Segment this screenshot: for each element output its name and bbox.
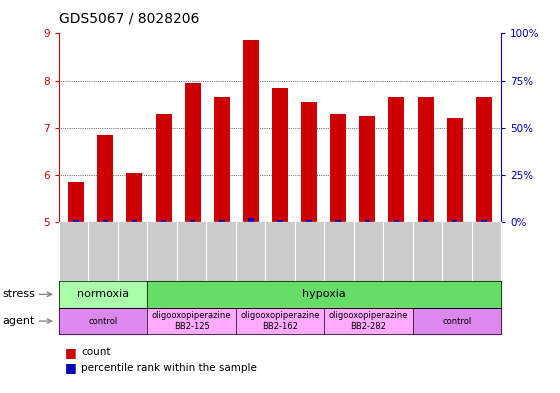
Text: GSM1169218: GSM1169218 — [305, 225, 314, 281]
Text: oligooxopiperazine
BB2-282: oligooxopiperazine BB2-282 — [329, 311, 408, 331]
Bar — [476, 97, 492, 222]
Text: GSM1169213: GSM1169213 — [159, 225, 168, 281]
Bar — [481, 220, 487, 222]
Bar — [161, 220, 166, 222]
Bar — [243, 40, 259, 222]
Text: GSM1169216: GSM1169216 — [246, 225, 255, 281]
Text: GSM1169211: GSM1169211 — [450, 225, 459, 281]
Text: control: control — [88, 317, 118, 325]
Text: GSM1169214: GSM1169214 — [188, 225, 197, 281]
Bar — [330, 114, 346, 222]
Bar — [132, 220, 137, 222]
Text: GSM1169210: GSM1169210 — [421, 225, 430, 281]
Bar — [68, 182, 84, 222]
Bar — [219, 220, 225, 222]
Text: GSM1169209: GSM1169209 — [130, 225, 139, 281]
Text: GSM1169221: GSM1169221 — [392, 225, 401, 281]
Bar — [190, 220, 195, 222]
Bar — [277, 220, 283, 222]
Text: GSM1169215: GSM1169215 — [217, 225, 226, 281]
Text: agent: agent — [3, 316, 35, 326]
Bar — [447, 118, 463, 222]
Bar — [389, 97, 404, 222]
Bar — [360, 116, 375, 222]
Text: percentile rank within the sample: percentile rank within the sample — [81, 363, 257, 373]
Bar — [214, 97, 230, 222]
Bar — [301, 102, 317, 222]
Bar — [452, 220, 458, 222]
Text: ■: ■ — [64, 345, 76, 359]
Bar — [185, 83, 200, 222]
Text: ■: ■ — [64, 361, 76, 375]
Text: GDS5067 / 8028206: GDS5067 / 8028206 — [59, 12, 199, 26]
Bar — [272, 88, 288, 222]
Bar — [127, 173, 142, 222]
Text: oligooxopiperazine
BB2-125: oligooxopiperazine BB2-125 — [152, 311, 231, 331]
Bar — [248, 218, 254, 222]
Text: normoxia: normoxia — [77, 289, 129, 299]
Text: GSM1169208: GSM1169208 — [101, 225, 110, 281]
Bar — [365, 220, 370, 222]
Bar — [418, 97, 433, 222]
Text: count: count — [81, 347, 111, 357]
Text: hypoxia: hypoxia — [302, 289, 346, 299]
Bar — [394, 220, 399, 222]
Text: GSM1169220: GSM1169220 — [363, 225, 372, 281]
Bar — [156, 114, 171, 222]
Text: GSM1169207: GSM1169207 — [72, 225, 81, 281]
Bar — [423, 220, 428, 222]
Bar — [335, 220, 341, 222]
Text: GSM1169212: GSM1169212 — [479, 225, 488, 281]
Text: GSM1169219: GSM1169219 — [334, 225, 343, 281]
Bar — [73, 220, 79, 222]
Bar — [102, 220, 108, 222]
Bar — [306, 220, 312, 222]
Bar — [97, 135, 113, 222]
Text: GSM1169217: GSM1169217 — [276, 225, 284, 281]
Text: stress: stress — [3, 289, 36, 299]
Text: oligooxopiperazine
BB2-162: oligooxopiperazine BB2-162 — [240, 311, 320, 331]
Text: control: control — [442, 317, 472, 325]
